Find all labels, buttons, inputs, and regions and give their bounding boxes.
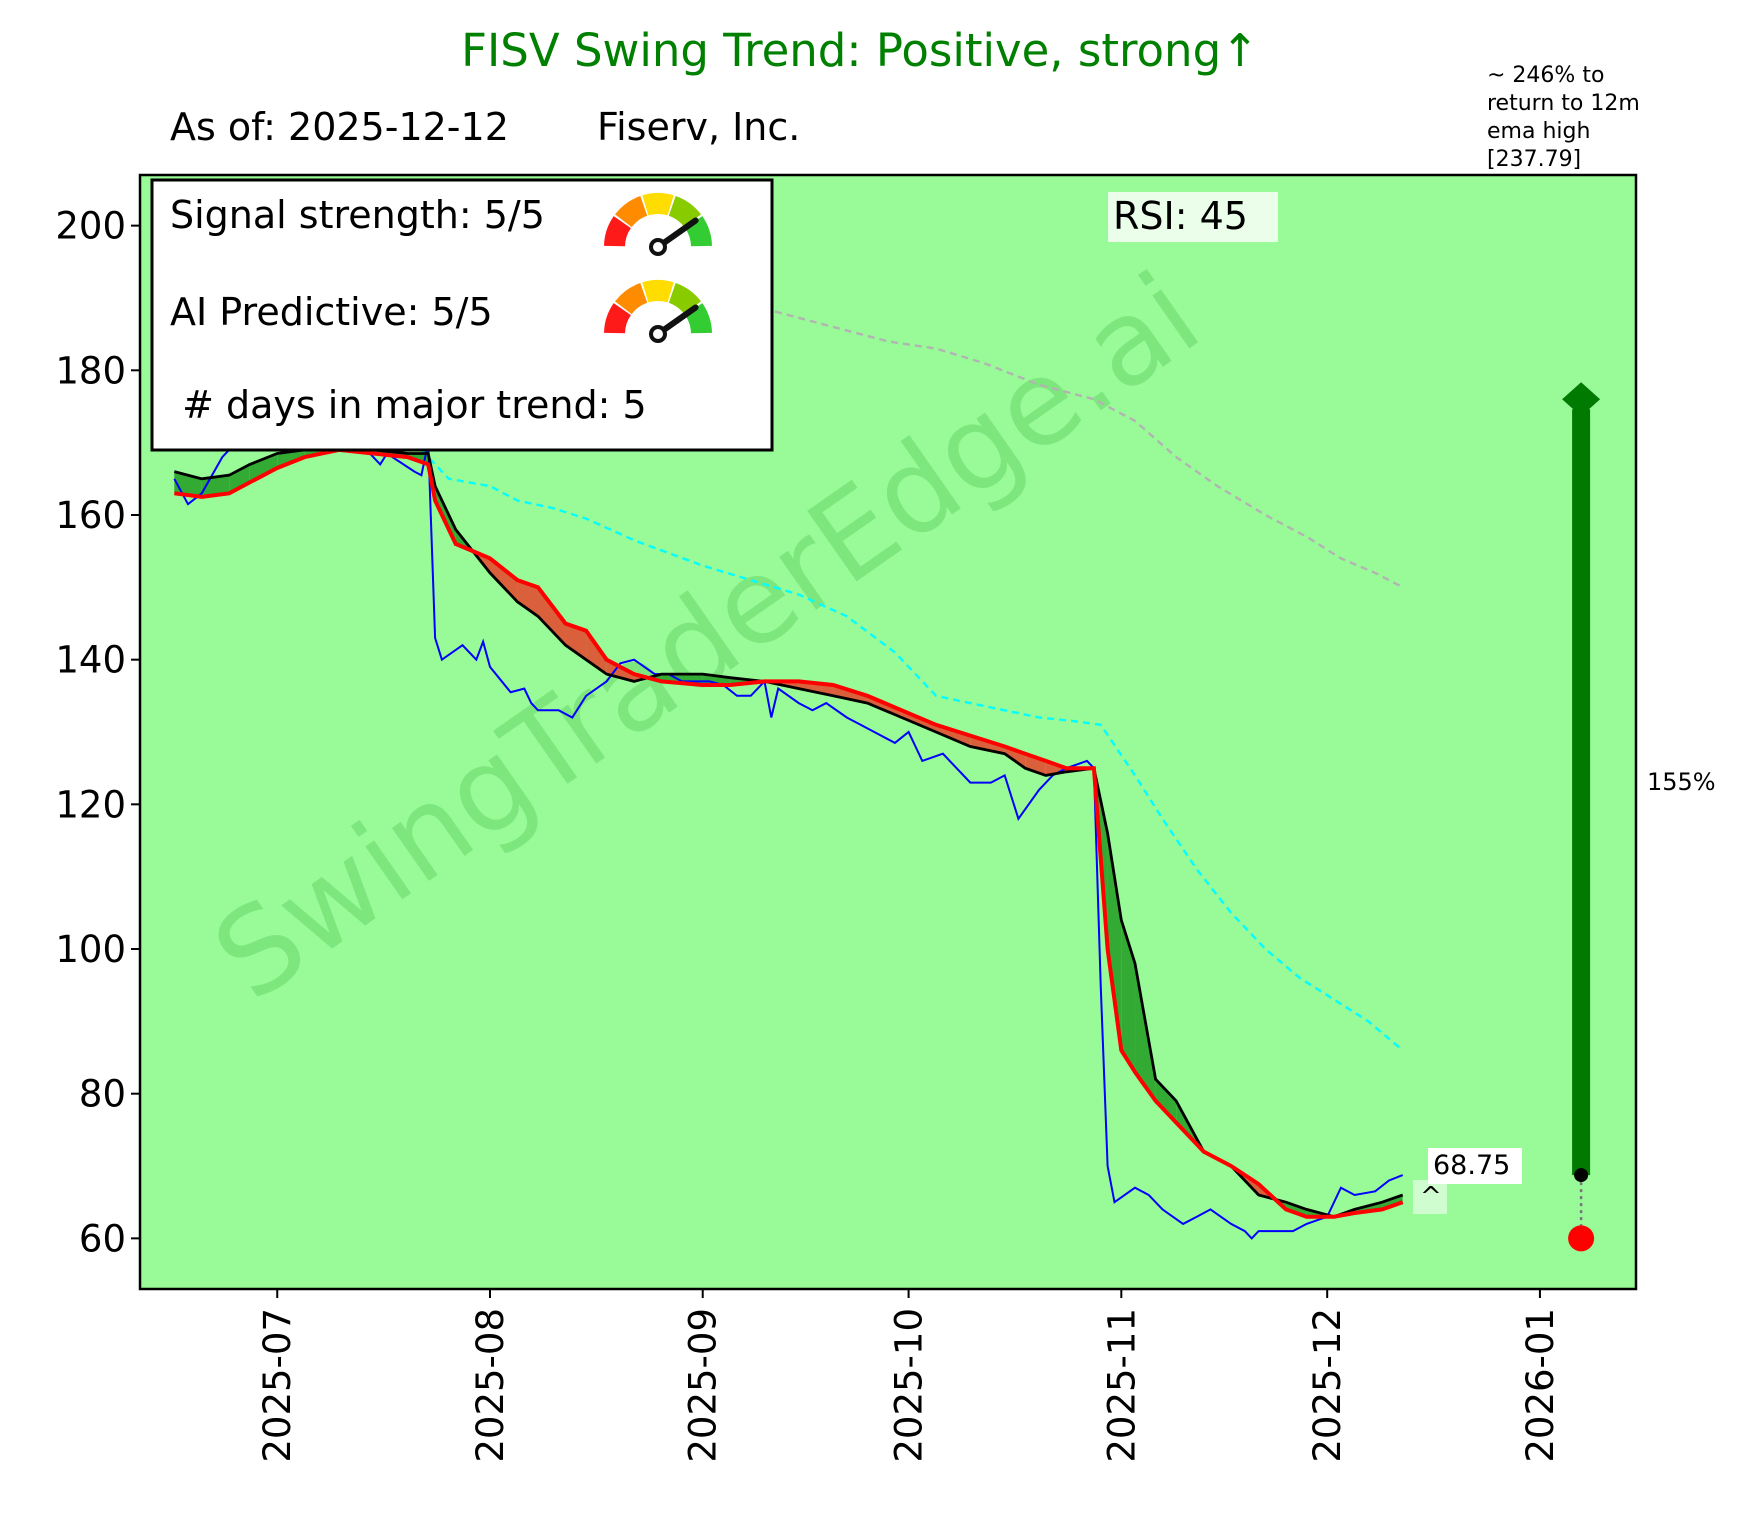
series-lines: [173, 282, 1404, 1240]
plot-frame: [138, 173, 1638, 1291]
gauge-hub: [649, 238, 667, 256]
x-tick-label: 2025-09: [682, 1308, 725, 1463]
y-tick-label: 180: [55, 349, 126, 392]
gauge-segment: [642, 192, 674, 216]
ema-band-segment: [1155, 1079, 1177, 1123]
ema-band-segment: [1107, 833, 1122, 1051]
ema-band-segment: [1004, 746, 1026, 769]
gauge-segment: [642, 279, 674, 303]
ema-slow-line: [174, 447, 1404, 1219]
info-box: Signal strength: 5/5 AI Predictive: 5/5 …: [150, 178, 774, 452]
last-price-label: 68.75: [1433, 1150, 1510, 1181]
y-tick-label: 160: [55, 494, 126, 537]
y-tick-label: 80: [79, 1073, 126, 1116]
signal-gauge-icon: [604, 192, 712, 256]
return-note-line: ~ 246% to: [1487, 63, 1604, 88]
ema-long-line: [695, 282, 1404, 589]
ema-band-segment: [489, 558, 518, 602]
gauge-segment: [604, 303, 631, 334]
x-tick-label: 2025-07: [256, 1308, 299, 1463]
x-tick-label: 2025-11: [1100, 1308, 1143, 1463]
ema-band-segment: [936, 724, 971, 747]
return-note: ~ 246% to return to 12m ema high [237.79…: [1487, 63, 1647, 172]
return-note-line: return to 12m: [1487, 91, 1640, 116]
ema-band-segment: [538, 587, 566, 646]
target-pct-label: 155%: [1647, 768, 1716, 796]
info-box-frame: [150, 178, 774, 452]
gauge-segment: [604, 216, 631, 247]
y-tick-label: 200: [55, 205, 126, 248]
company-name: Fiserv, Inc.: [597, 105, 800, 149]
price-line: [173, 434, 1404, 1240]
last-price-box: [1428, 1148, 1522, 1184]
as-of-date: As of: 2025-12-12: [170, 105, 509, 149]
ema-band-segment: [1121, 920, 1136, 1072]
ema-band-segment: [1025, 753, 1046, 776]
gauge-hub: [649, 325, 667, 343]
ai-gauge-icon: [604, 279, 712, 343]
y-tick-label: 60: [79, 1217, 126, 1260]
days-in-trend-label: # days in major trend: 5: [170, 383, 647, 427]
ai-predictive-label: AI Predictive: 5/5: [170, 290, 493, 334]
y-tick-label: 120: [55, 783, 126, 826]
trend-caret: ^: [1420, 1182, 1442, 1212]
x-tick-label: 2025-12: [1306, 1308, 1349, 1463]
y-tick-label: 140: [55, 639, 126, 682]
caret-box: [1413, 1180, 1447, 1214]
x-axis: 2025-07 2025-08 2025-09 2025-10 2025-11 2025-…: [256, 1289, 1562, 1463]
rsi-label: RSI: 45: [1113, 194, 1248, 238]
x-tick-label: 2025-10: [888, 1308, 931, 1463]
x-tick-label: 2026-01: [1519, 1308, 1562, 1463]
signal-strength-label: Signal strength: 5/5: [170, 193, 545, 237]
ema-band-segment: [565, 623, 587, 660]
ema-mid-line: [420, 449, 1404, 1052]
chart-title: FISV Swing Trend: Positive, strong↑: [461, 24, 1259, 77]
return-note-line: [237.79]: [1487, 147, 1581, 172]
gauge-segment: [615, 283, 648, 315]
ema-band-segment: [517, 580, 539, 617]
y-axis: 60 80 100 120 140 160 180 200: [55, 205, 140, 1260]
return-note-line: ema high: [1487, 119, 1590, 144]
gauge-segment: [615, 196, 648, 228]
rsi-box: [1108, 192, 1278, 242]
low-price-marker: [1568, 1225, 1595, 1252]
target-arrow-group: [1562, 382, 1601, 1252]
target-arrow-head: [1562, 382, 1601, 417]
y-tick-label: 100: [55, 928, 126, 971]
current-price-marker: [1574, 1168, 1589, 1183]
ema-band-segment: [229, 464, 250, 494]
x-tick-label: 2025-08: [469, 1308, 512, 1463]
ema-band-segment: [249, 453, 278, 483]
